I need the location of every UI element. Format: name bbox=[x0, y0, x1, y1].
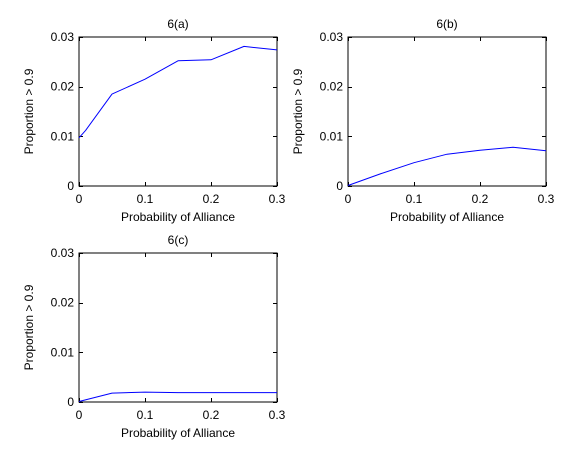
chart-title: 6(c) bbox=[168, 233, 189, 247]
x-tick-label: 0 bbox=[76, 408, 83, 422]
chart-title: 6(a) bbox=[167, 17, 188, 31]
x-axis-label: Probability of Alliance bbox=[121, 210, 235, 224]
y-tick-label: 0.03 bbox=[51, 30, 75, 44]
plot-frame bbox=[78, 252, 278, 403]
y-axis-label: Proportion > 0.9 bbox=[291, 68, 305, 154]
x-tick-label: 0.1 bbox=[137, 192, 154, 206]
y-tick-label: 0 bbox=[67, 395, 74, 409]
y-tick-label: 0.01 bbox=[320, 129, 344, 143]
x-axis-label: Probability of Alliance bbox=[390, 210, 504, 224]
x-tick-label: 0.1 bbox=[406, 192, 423, 206]
x-tick-label: 0.3 bbox=[269, 192, 286, 206]
chart-title: 6(b) bbox=[436, 17, 457, 31]
x-tick-label: 0.1 bbox=[137, 408, 154, 422]
panel-6b: 0 0.1 0.2 0.3 0 0.01 0.02 0.03 6(b) Probability o… bbox=[291, 17, 555, 224]
y-axis-label: Proportion > 0.9 bbox=[22, 68, 36, 154]
y-tick-label: 0 bbox=[67, 179, 74, 193]
panel-6c: 0 0.1 0.2 0.3 0 0.01 0.02 0.03 6(c) Probability o… bbox=[22, 233, 286, 440]
series-line bbox=[347, 146, 547, 186]
y-tick-label: 0.03 bbox=[51, 246, 75, 260]
x-tick-label: 0.2 bbox=[203, 408, 220, 422]
x-tick-label: 0.2 bbox=[203, 192, 220, 206]
panel-6a: 0 0.1 0.2 0.3 0 0.01 0.02 0.03 6(a) Probability o… bbox=[22, 17, 286, 224]
plot-frame bbox=[78, 36, 278, 187]
y-axis-label: Proportion > 0.9 bbox=[22, 284, 36, 370]
y-tick-label: 0 bbox=[336, 179, 343, 193]
x-tick-label: 0 bbox=[76, 192, 83, 206]
y-tick-label: 0.01 bbox=[51, 345, 75, 359]
y-tick-label: 0.02 bbox=[51, 296, 75, 310]
y-tick-label: 0.02 bbox=[51, 80, 75, 94]
x-tick-label: 0.3 bbox=[269, 408, 286, 422]
series-line bbox=[78, 391, 277, 402]
y-tick-label: 0.03 bbox=[320, 30, 344, 44]
x-tick-label: 0 bbox=[345, 192, 352, 206]
plot-frame bbox=[347, 36, 547, 187]
y-tick-label: 0.01 bbox=[51, 129, 75, 143]
series-line bbox=[78, 45, 278, 139]
x-tick-label: 0.3 bbox=[538, 192, 555, 206]
y-tick-label: 0.02 bbox=[320, 80, 344, 94]
x-axis-label: Probability of Alliance bbox=[121, 426, 235, 440]
x-tick-label: 0.2 bbox=[472, 192, 489, 206]
